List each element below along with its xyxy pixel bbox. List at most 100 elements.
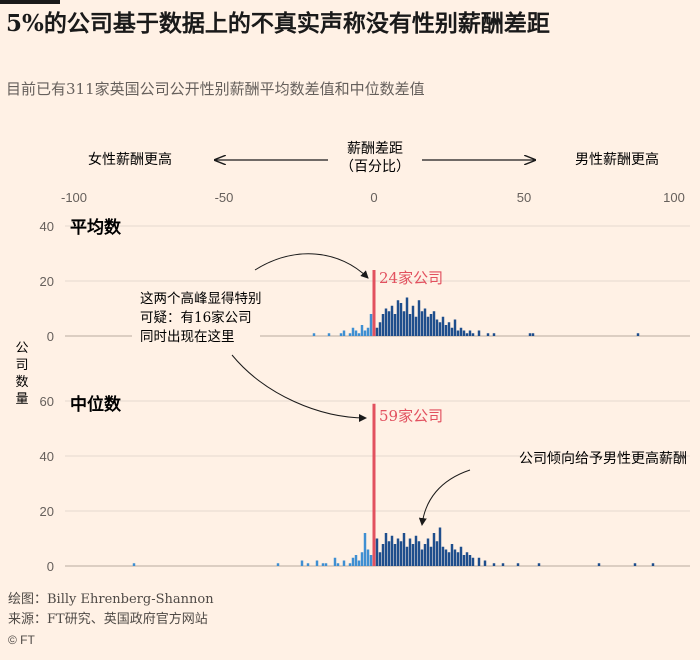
x-tick-label: 0: [370, 190, 377, 205]
bar: [417, 541, 421, 566]
y-tick-label: 0: [47, 329, 54, 344]
direction-center-label-2: （百分比）: [340, 159, 410, 175]
bar: [429, 546, 433, 566]
bar: [414, 535, 418, 566]
direction-center-label-1: 薪酬差距: [347, 141, 403, 157]
bar: [393, 544, 397, 566]
bar: [324, 563, 328, 566]
bar: [420, 549, 424, 566]
bar: [396, 300, 400, 336]
bar: [357, 333, 361, 336]
bar: [516, 563, 520, 566]
x-tick-label: -100: [61, 190, 87, 205]
y-tick-label: 20: [40, 504, 54, 519]
bar: [366, 549, 370, 566]
bar: [381, 314, 385, 336]
bar: [438, 527, 442, 566]
bar: [315, 560, 319, 566]
bar: [348, 563, 352, 566]
chart-title: 5%的公司基于数据上的不真实声称没有性别薪酬差距: [6, 10, 550, 37]
bar: [333, 557, 337, 566]
bar: [453, 319, 457, 336]
bar: [477, 330, 481, 336]
bar: [405, 297, 409, 336]
bar: [351, 327, 355, 336]
bar: [327, 333, 331, 336]
bar: [417, 300, 421, 336]
men-note-arrow: [418, 469, 471, 526]
y-tick-label: 0: [47, 559, 54, 574]
bar: [399, 541, 403, 566]
bar: [360, 552, 364, 566]
brand-bar: [0, 0, 60, 4]
bar: [441, 316, 445, 336]
bar: [402, 311, 406, 336]
bar: [357, 560, 361, 566]
bar: [411, 305, 415, 336]
bar: [597, 563, 601, 566]
bar: [351, 557, 355, 566]
bar: [651, 563, 655, 566]
bar: [486, 333, 490, 336]
bar: [408, 538, 412, 566]
histogram-chart: 女性薪酬更高 薪酬差距 （百分比） 男性薪酬更高 -100 -50 0 50 100 0…: [15, 141, 690, 574]
median-peak-label: 59家公司: [379, 407, 443, 425]
peak-arrow-median: [231, 354, 367, 422]
bar: [426, 538, 430, 566]
bar: [432, 311, 436, 336]
bar: [300, 560, 304, 566]
bar: [441, 546, 445, 566]
bar: [342, 560, 346, 566]
bar: [381, 544, 385, 566]
y-axis-label-char: 量: [15, 392, 28, 407]
bar: [402, 533, 406, 566]
bar: [468, 555, 472, 566]
bar: [429, 314, 433, 336]
bar: [444, 325, 448, 336]
y-axis-label-char: 数: [15, 375, 28, 390]
bar: [363, 330, 367, 336]
chart-subtitle: 目前已有311家英国公司公开性别薪酬平均数差值和中位数差值: [6, 80, 425, 98]
bar: [456, 552, 460, 566]
bar: [312, 333, 316, 336]
x-tick-label: 50: [517, 190, 531, 205]
peak-arrow-mean: [254, 253, 369, 279]
bar: [492, 333, 496, 336]
bar: [378, 322, 382, 336]
bar: [435, 541, 439, 566]
bar: [336, 563, 340, 566]
panel-title: 中位数: [70, 394, 122, 415]
bar: [531, 333, 535, 336]
bar: [375, 538, 379, 566]
x-tick-label: 100: [663, 190, 685, 205]
bar: [462, 330, 466, 336]
bar: [414, 316, 418, 336]
bar: [276, 563, 280, 566]
bar: [471, 557, 475, 566]
bar: [132, 563, 136, 566]
bar: [306, 563, 310, 566]
y-axis-label-char: 公: [15, 341, 28, 356]
zero-peak-bar: [372, 403, 376, 566]
bar: [537, 563, 541, 566]
peak-note-line-1: 这两个高峰显得特别: [140, 290, 262, 307]
bar: [447, 322, 451, 336]
peak-note-line-2: 可疑：有16家公司: [140, 309, 252, 326]
bar: [459, 546, 463, 566]
bar: [399, 303, 403, 336]
bar: [375, 327, 379, 336]
bar: [360, 325, 364, 336]
y-tick-label: 40: [40, 449, 54, 464]
direction-left-label: 女性薪酬更高: [88, 151, 172, 168]
bar: [366, 327, 370, 336]
bar: [450, 327, 454, 336]
bar: [492, 563, 496, 566]
bar: [465, 552, 469, 566]
y-axis-label-char: 司: [15, 358, 28, 373]
bar: [354, 330, 358, 336]
bar: [393, 314, 397, 336]
bar: [477, 557, 481, 566]
median-panel: 0 20 40 60 中位数: [40, 394, 690, 574]
bar: [633, 563, 637, 566]
